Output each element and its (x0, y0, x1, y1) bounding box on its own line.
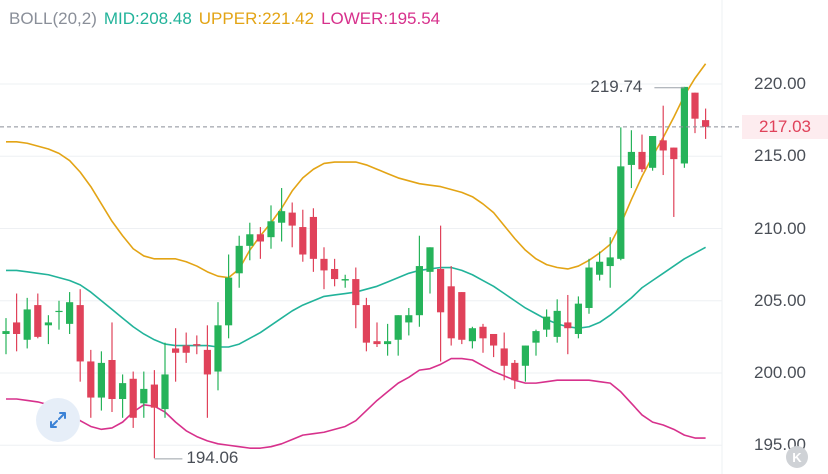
candle-body (479, 326, 487, 339)
candle-body (617, 166, 625, 259)
candle-body (97, 362, 105, 398)
candle-body (225, 277, 233, 326)
candle-body (140, 388, 148, 404)
candle-body (564, 322, 572, 329)
last-price-tag: 217.03 (742, 114, 828, 139)
candle-body (108, 359, 116, 400)
candle-body (288, 212, 296, 226)
candle-body (44, 322, 52, 326)
y-tick-label: 200.00 (754, 363, 806, 382)
y-tick-label: 205.00 (754, 290, 806, 310)
y-tick-label: 220.00 (754, 74, 806, 93)
candle-body (606, 257, 614, 267)
legend-lower-label: LOWER:195.54 (321, 9, 441, 28)
candle-body (384, 341, 392, 345)
candle-body (511, 362, 519, 381)
candle-body (256, 234, 264, 242)
candle-body (235, 245, 243, 274)
candle-body (309, 216, 317, 259)
candle-body (532, 331, 540, 343)
candle-body (437, 268, 445, 313)
high-price-annotation: 219.74 (590, 76, 643, 96)
legend-mid-label: MID:208.48 (103, 9, 192, 28)
expand-chart-button[interactable] (36, 398, 80, 442)
y-tick-label: 215.00 (754, 146, 806, 166)
candle-body (426, 247, 434, 272)
candle-body (373, 341, 381, 345)
candle-body (66, 302, 74, 324)
candle-body (574, 303, 582, 334)
legend-indicator-label: BOLL(20,2) (9, 9, 97, 28)
candle-body (670, 147, 678, 160)
candle-body (182, 345, 190, 353)
candle-body (553, 310, 561, 337)
low-price-annotation: 194.06 (186, 447, 239, 467)
candle-body (638, 151, 646, 170)
candle-body (468, 328, 476, 342)
candle-body (2, 331, 10, 334)
candle-body (627, 151, 635, 165)
candle-body (352, 279, 360, 306)
candle-body (13, 322, 21, 334)
candle-body (447, 286, 455, 339)
candle-body (193, 344, 201, 346)
candle-body (405, 315, 413, 323)
candle-body (394, 315, 402, 340)
k-logo-icon: K (786, 446, 808, 468)
candle-body (341, 279, 349, 281)
candle-body (150, 384, 158, 408)
expand-arrows-icon (50, 412, 66, 428)
candle-body (490, 333, 498, 346)
candle-body (543, 316, 551, 330)
candle-body (161, 374, 169, 410)
candle-body (55, 310, 63, 313)
candle-body (415, 266, 423, 316)
candle-body (362, 305, 370, 343)
y-tick-label: 210.00 (754, 218, 806, 238)
candle-body (203, 349, 211, 375)
candle-body (246, 234, 254, 246)
candle-body (596, 261, 604, 275)
series-line-lower (6, 357, 706, 449)
candle-body (702, 120, 710, 127)
candle-body (691, 92, 699, 119)
candle-body (129, 378, 137, 418)
candle-body (521, 345, 529, 366)
candle-body (585, 267, 593, 308)
candle-body (680, 86, 688, 164)
legend-upper-label: UPPER:221.42 (198, 9, 315, 28)
candle-body (172, 348, 180, 353)
candle-body (649, 136, 657, 168)
candle-body (214, 325, 222, 372)
candle-body (299, 227, 307, 255)
candle-body (267, 221, 275, 238)
candle-body (320, 258, 328, 271)
indicator-legend: BOLL(20,2) MID:208.48 UPPER:221.42 LOWER:19… (9, 9, 447, 29)
candle-body (76, 305, 84, 362)
candle-body (119, 383, 127, 400)
candle-body (34, 305, 42, 337)
candle-body (500, 348, 508, 366)
candle-body (458, 292, 466, 340)
candle-body (87, 361, 95, 398)
candle-body (23, 309, 31, 340)
candle-body (331, 268, 339, 280)
candle-body (278, 211, 286, 223)
candle-body (659, 140, 667, 151)
